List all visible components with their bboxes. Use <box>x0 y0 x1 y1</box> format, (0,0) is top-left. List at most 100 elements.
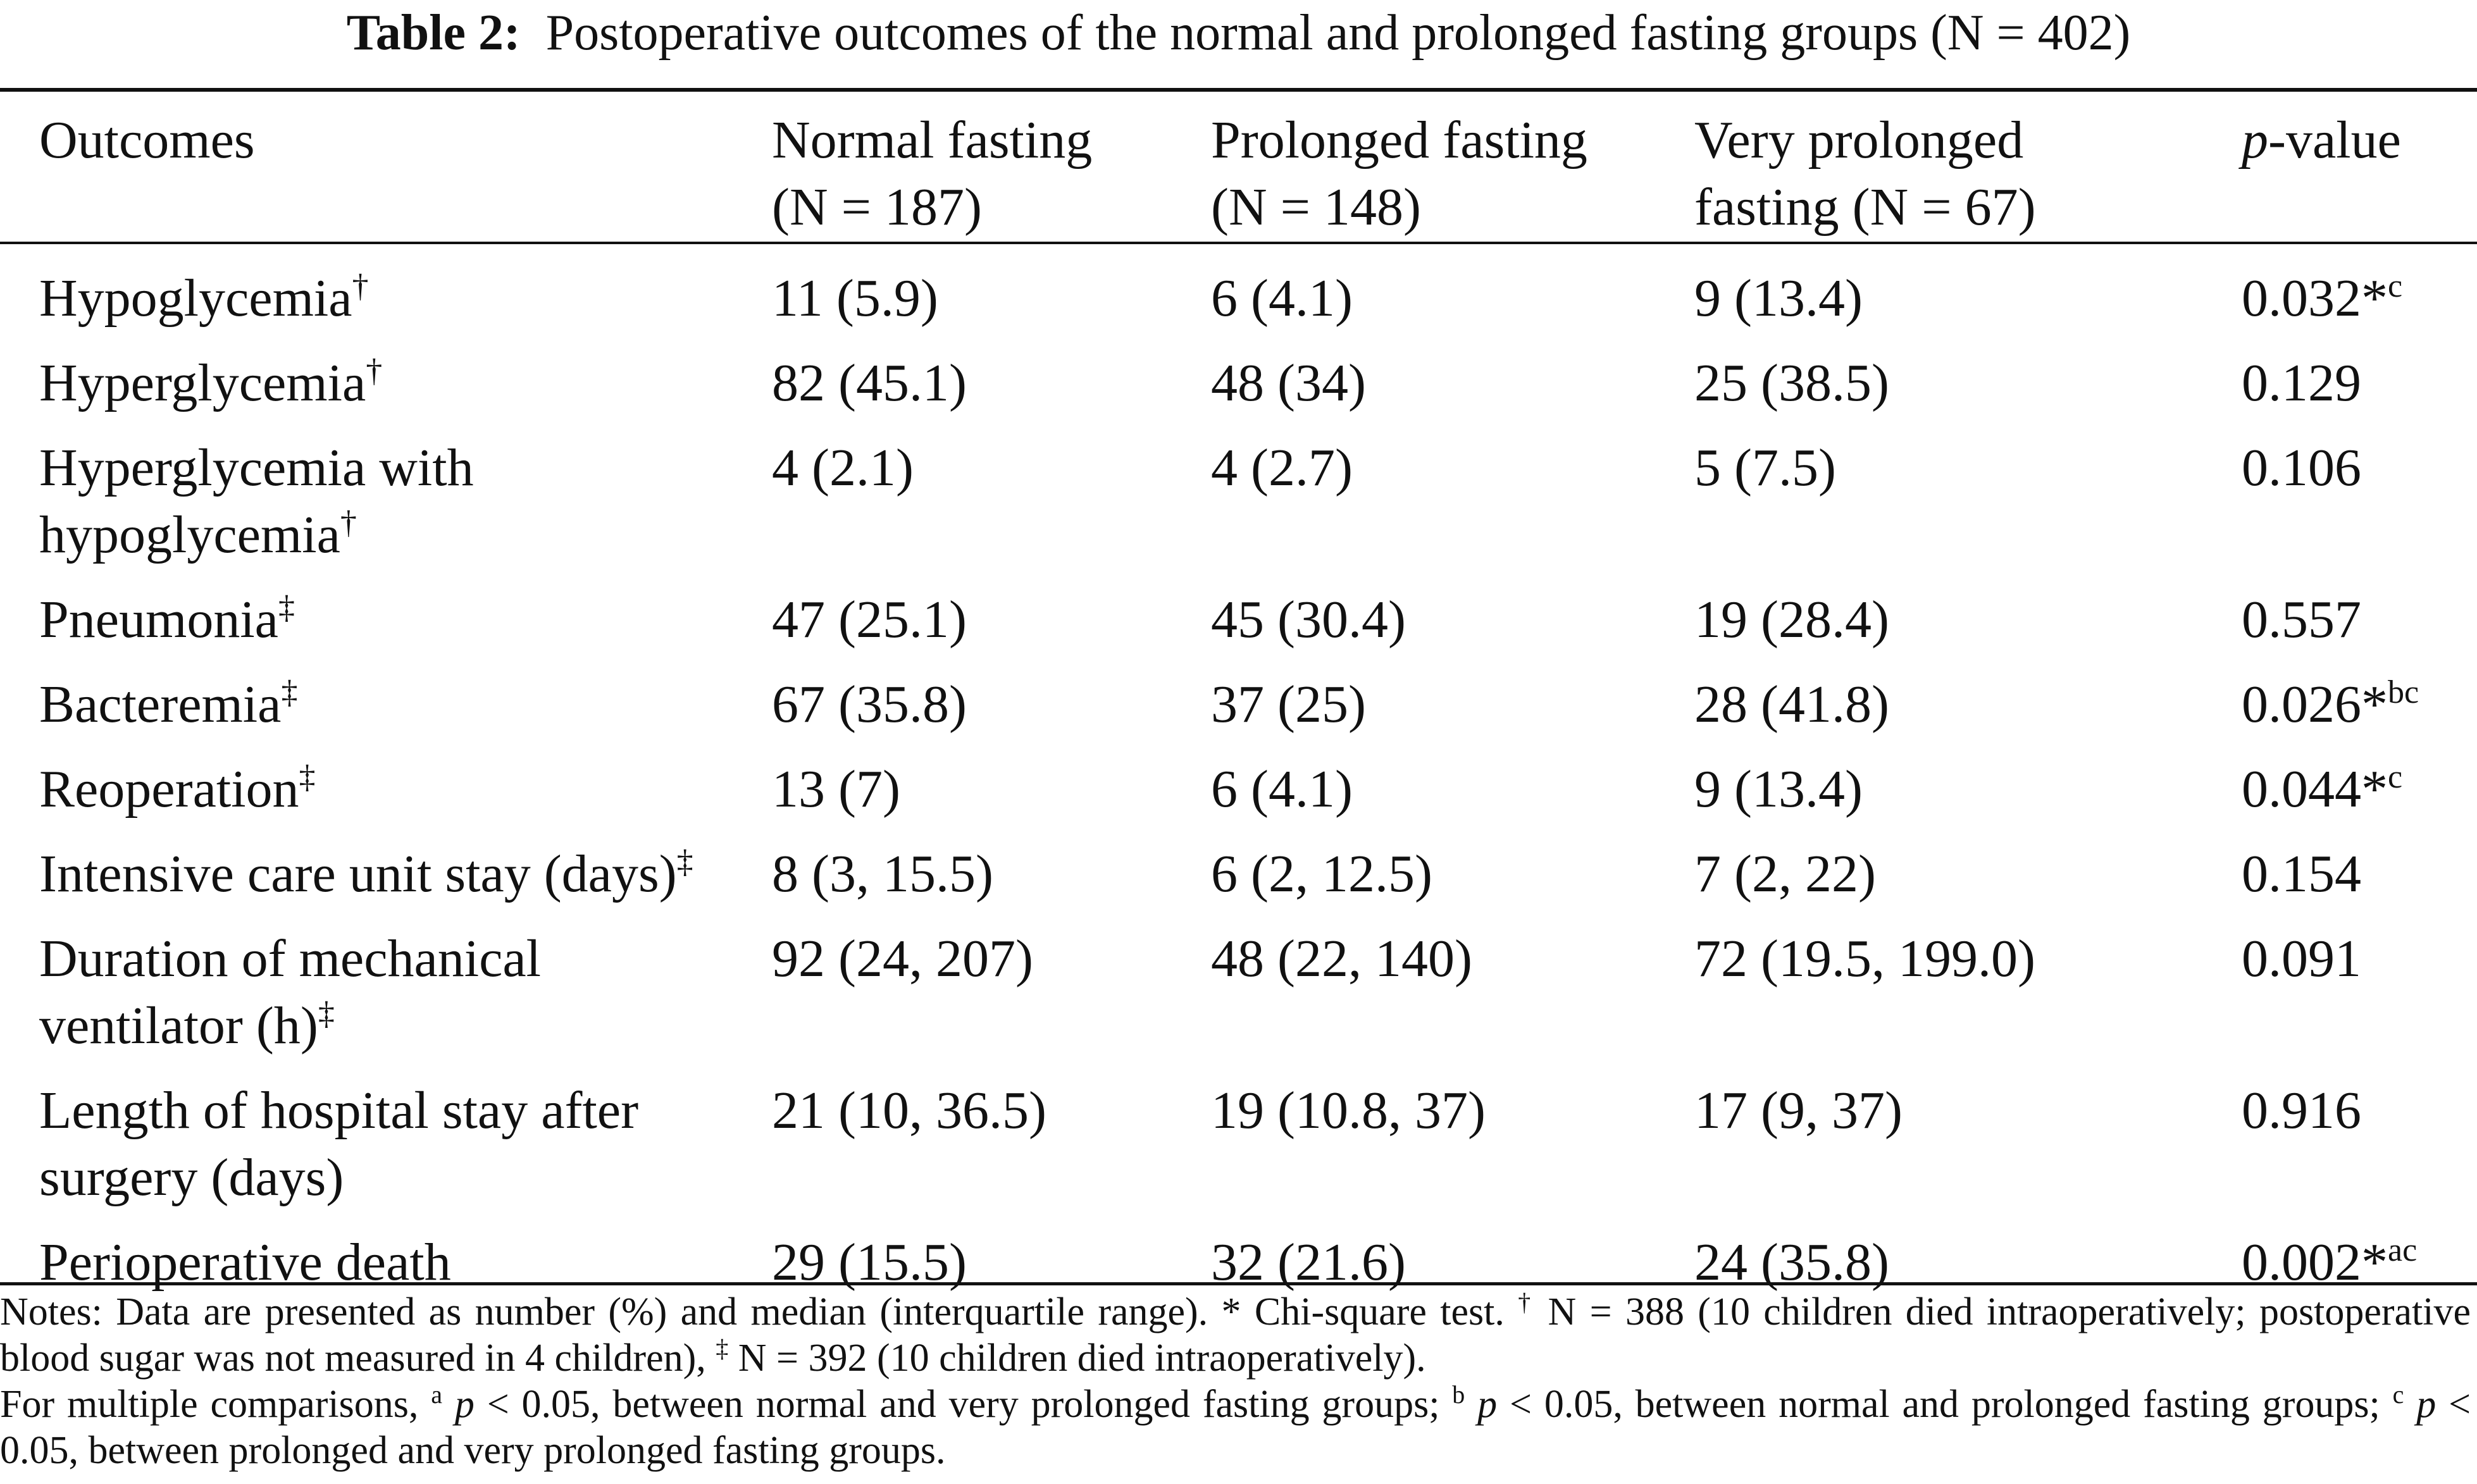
header-outcomes-label: Outcomes <box>39 111 255 170</box>
p-value: 0.032* <box>2242 269 2388 328</box>
header-row: Outcomes Normal fasting (N = 187) Prolong… <box>0 92 2477 254</box>
outcome-cell: Bacteremia‡ <box>0 671 772 756</box>
prolonged-value: 6 (2, 12.5) <box>1211 844 1432 903</box>
footnote-mark: ‡ <box>318 996 335 1032</box>
normal-value: 67 (35.8) <box>772 675 967 734</box>
very-prolonged-value: 9 (13.4) <box>1694 269 1863 328</box>
p-superscript: bc <box>2388 674 2419 710</box>
header-normal-fasting: Normal fasting (N = 187) <box>772 92 1211 254</box>
p-superscript: c <box>2388 759 2403 795</box>
notes-text: < 0.05, between normal and very prolonge… <box>474 1383 1453 1426</box>
p-italic: p <box>1477 1383 1498 1426</box>
p-value: 0.129 <box>2242 354 2361 412</box>
p-value: 0.091 <box>2242 929 2361 988</box>
normal-value: 13 (7) <box>772 760 900 819</box>
outcome-cell: Pneumonia‡ <box>0 586 772 671</box>
table-row: Reoperation‡ 13 (7) 6 (4.1) 9 (13.4) 0.0… <box>0 756 2477 841</box>
prolonged-value: 4 (2.7) <box>1211 438 1353 497</box>
header-very-line1: Very prolonged <box>1694 111 2024 170</box>
p-value: 0.557 <box>2242 590 2361 649</box>
normal-value: 11 (5.9) <box>772 269 938 328</box>
outcome-cell: Perioperative death <box>0 1229 772 1314</box>
p-superscript: ac <box>2388 1232 2418 1268</box>
header-prolonged-line2: (N = 148) <box>1211 178 1421 237</box>
p-value-cell: 0.091 <box>2242 925 2477 1077</box>
table-title: Table 2: Postoperative outcomes of the n… <box>0 1 2477 65</box>
header-p-value: p-value <box>2242 92 2477 254</box>
header-prolonged-fasting: Prolonged fasting (N = 148) <box>1211 92 1694 254</box>
notes-text: Notes: Data are presented as number (%) … <box>0 1290 1518 1333</box>
p-value: 0.044* <box>2242 760 2388 819</box>
outcome-label: Reoperation <box>39 760 299 819</box>
very-prolonged-value: 25 (38.5) <box>1694 354 1889 412</box>
p-value-cell: 0.002*ac <box>2242 1229 2477 1314</box>
footnote-mark: ‡ <box>281 674 298 710</box>
prolonged-value: 48 (22, 140) <box>1211 929 1472 988</box>
notes-text: For multiple comparisons, <box>0 1383 431 1426</box>
outcome-label: Hyperglycemia <box>39 354 366 412</box>
very-prolonged-value: 17 (9, 37) <box>1694 1081 1903 1140</box>
superscript-a: a <box>431 1380 442 1409</box>
p-value-cell: 0.044*c <box>2242 756 2477 841</box>
outcome-label: Intensive care unit stay (days) <box>39 844 677 903</box>
footnote-mark: ‡ <box>299 759 316 795</box>
superscript-c: c <box>2392 1380 2404 1409</box>
p-value-cell: 0.129 <box>2242 350 2477 435</box>
prolonged-value: 6 (4.1) <box>1211 760 1353 819</box>
p-value: 0.916 <box>2242 1081 2361 1140</box>
bottom-rule <box>0 1282 2477 1285</box>
footnote-mark: † <box>352 268 369 304</box>
table-row: Pneumonia‡ 47 (25.1) 45 (30.4) 19 (28.4)… <box>0 586 2477 671</box>
footnote-mark: † <box>340 505 357 541</box>
p-italic: p <box>454 1383 475 1426</box>
outcome-cell: Hypoglycemia† <box>0 254 772 350</box>
normal-value: 82 (45.1) <box>772 354 967 412</box>
table-row: Hyperglycemia† 82 (45.1) 48 (34) 25 (38.… <box>0 350 2477 435</box>
double-dagger-mark: ‡ <box>716 1334 729 1363</box>
outcome-label: Perioperative death <box>39 1233 451 1292</box>
table-row: Duration of mechanical ventilator (h)‡ 92… <box>0 925 2477 1077</box>
outcome-cell: Hyperglycemia† <box>0 350 772 435</box>
table-row: Intensive care unit stay (days)‡ 8 (3, 1… <box>0 841 2477 925</box>
outcome-label-line2: hypoglycemia <box>39 505 340 564</box>
footnote-mark: ‡ <box>278 590 295 626</box>
outcome-label: Duration of mechanical <box>39 929 541 988</box>
table-row: Perioperative death 29 (15.5) 32 (21.6) … <box>0 1229 2477 1314</box>
normal-value: 8 (3, 15.5) <box>772 844 993 903</box>
header-p-rest: -value <box>2268 111 2401 170</box>
very-prolonged-value: 28 (41.8) <box>1694 675 1889 734</box>
dagger-mark: † <box>1518 1288 1535 1316</box>
notes-text: N = 388 (10 children died intraoperative… <box>0 1290 2471 1380</box>
header-rule <box>0 242 2477 244</box>
outcome-cell: Intensive care unit stay (days)‡ <box>0 841 772 925</box>
outcome-label: Hyperglycemia with <box>39 438 474 497</box>
very-prolonged-value: 9 (13.4) <box>1694 760 1863 819</box>
p-value-cell: 0.154 <box>2242 841 2477 925</box>
outcome-label: Length of hospital stay after <box>39 1081 639 1140</box>
table-row: Hyperglycemia with hypoglycemia† 4 (2.1) … <box>0 435 2477 586</box>
prolonged-value: 19 (10.8, 37) <box>1211 1081 1486 1140</box>
footnote-mark: ‡ <box>676 844 693 880</box>
outcome-cell: Hyperglycemia with hypoglycemia† <box>0 435 772 586</box>
header-very-line2: fasting (N = 67) <box>1694 178 2036 237</box>
top-rule <box>0 88 2477 92</box>
table-row: Bacteremia‡ 67 (35.8) 37 (25) 28 (41.8) … <box>0 671 2477 756</box>
outcome-label-line2: ventilator (h) <box>39 996 318 1055</box>
p-value-cell: 0.557 <box>2242 586 2477 671</box>
p-value: 0.026* <box>2242 675 2388 734</box>
header-very-prolonged-fasting: Very prolonged fasting (N = 67) <box>1694 92 2242 254</box>
outcomes-table: Outcomes Normal fasting (N = 187) Prolong… <box>0 92 2477 1314</box>
prolonged-value: 45 (30.4) <box>1211 590 1406 649</box>
p-italic: p <box>2416 1383 2437 1426</box>
table-title-text: Postoperative outcomes of the normal and… <box>545 5 2131 61</box>
p-value-cell: 0.026*bc <box>2242 671 2477 756</box>
p-value-cell: 0.916 <box>2242 1077 2477 1229</box>
header-normal-line1: Normal fasting <box>772 111 1093 170</box>
table-notes: Notes: Data are presented as number (%) … <box>0 1289 2471 1474</box>
notes-text: < 0.05, between prolonged and very prolo… <box>0 1383 2471 1472</box>
normal-value: 92 (24, 207) <box>772 929 1033 988</box>
normal-value: 4 (2.1) <box>772 438 914 497</box>
prolonged-value: 6 (4.1) <box>1211 269 1353 328</box>
p-value: 0.106 <box>2242 438 2361 497</box>
very-prolonged-value: 24 (35.8) <box>1694 1233 1889 1292</box>
